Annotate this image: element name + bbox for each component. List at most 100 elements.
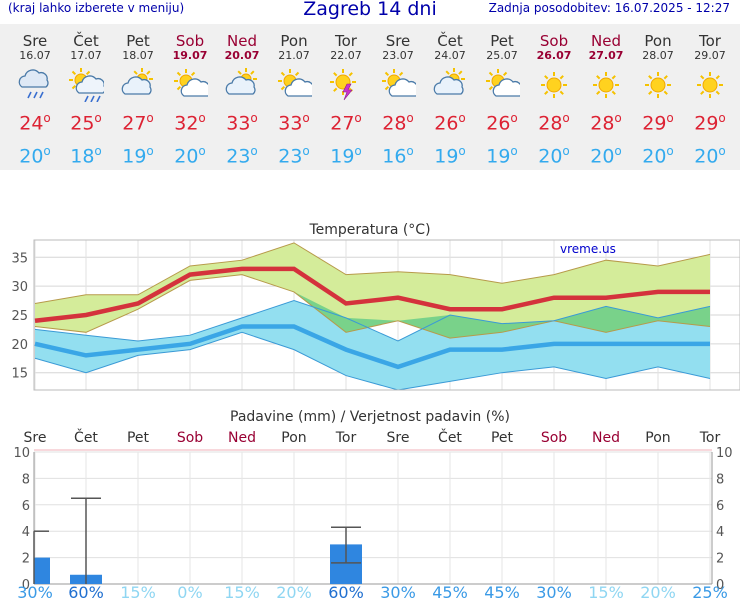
- precip-probability-label: 30%: [17, 583, 53, 600]
- min-temp: 19o: [330, 144, 362, 168]
- precip-probability-label: 20%: [276, 583, 312, 600]
- max-temp: 24o: [19, 111, 51, 135]
- location-hint[interactable]: (kraj lahko izberete v meniju): [8, 1, 185, 15]
- day-name: Sre: [22, 32, 48, 50]
- cloud-sun-icon: [224, 68, 260, 102]
- precip-probability-label: 45%: [484, 583, 520, 600]
- day-column: Sre 16.07 24o 20o: [9, 24, 61, 169]
- temp-tick-label: 15: [11, 367, 28, 382]
- min-temp: 23o: [226, 144, 258, 168]
- day-name: Ned: [591, 32, 621, 50]
- min-temp: 20o: [538, 144, 570, 168]
- day-date: 23.07: [382, 49, 414, 62]
- min-temp: 19o: [434, 144, 466, 168]
- precip-tick-label-right: 2: [716, 552, 724, 567]
- precip-day-label: Pet: [491, 430, 514, 446]
- day-date: 22.07: [330, 49, 362, 62]
- precip-probability-label: 30%: [380, 583, 416, 600]
- day-date: 29.07: [694, 49, 726, 62]
- sun-cloud-icon: [276, 68, 315, 102]
- page-header: (kraj lahko izberete v meniju) Zagreb 14…: [0, 0, 740, 22]
- day-name: Čet: [437, 32, 463, 50]
- max-temp: 28o: [590, 111, 622, 135]
- day-name: Tor: [335, 32, 357, 50]
- precip-probability-label: 45%: [432, 583, 468, 600]
- min-temp: 20o: [590, 144, 622, 168]
- day-column: Pon 28.07 29o 20o: [632, 24, 684, 169]
- day-column: Ned 20.07 33o 23o: [216, 24, 268, 169]
- temp-tick-label: 30: [11, 280, 28, 295]
- min-temp: 18o: [70, 144, 102, 168]
- range-edge: [34, 242, 711, 304]
- temp-plot-border: [33, 239, 740, 391]
- day-column: Ned 27.07 28o 20o: [580, 24, 632, 169]
- day-date: 24.07: [434, 49, 466, 62]
- day-column: Čet 24.07 26o 19o: [424, 24, 476, 169]
- precip-tick-label-left: 8: [22, 472, 30, 487]
- range-edge: [34, 331, 711, 391]
- day-name: Pet: [490, 32, 514, 50]
- day-date: 26.07: [536, 49, 572, 62]
- max-temp: 25o: [70, 111, 102, 135]
- day-name: Pon: [280, 32, 308, 50]
- sun-cloud-icon: [380, 68, 419, 102]
- precip-day-label: Pon: [645, 430, 670, 446]
- precip-chart-title: Padavine (mm) / Verjetnost padavin (%): [230, 409, 510, 425]
- min-temp: 16o: [382, 144, 414, 168]
- precip-probability-label: 15%: [588, 583, 624, 600]
- day-name: Pet: [126, 32, 150, 50]
- sun-cloud-icon: [484, 68, 523, 102]
- max-temp: 33o: [278, 111, 310, 135]
- precip-day-label: Ned: [228, 430, 256, 446]
- precip-tick-label-right: 6: [716, 499, 724, 514]
- precip-probability-label: 30%: [536, 583, 572, 600]
- precip-probability-label: 15%: [224, 583, 260, 600]
- precip-tick-label-left: 0: [22, 578, 30, 593]
- day-column: Sob 26.07 28o 20o: [528, 24, 580, 169]
- precip-probability-label: 15%: [120, 583, 156, 600]
- day-column: Pon 21.07 33o 23o: [268, 24, 320, 169]
- day-date: 25.07: [486, 49, 518, 62]
- precip-day-label: Čet: [74, 428, 98, 446]
- day-date: 27.07: [588, 49, 624, 62]
- day-name: Čet: [73, 32, 99, 50]
- day-date: 18.07: [122, 49, 154, 62]
- precip-day-label: Sre: [24, 430, 47, 446]
- max-temp: 27o: [330, 111, 362, 135]
- precip-probability-label: 25%: [692, 583, 728, 600]
- min-temp: 20o: [19, 144, 51, 168]
- min-temp: 19o: [486, 144, 518, 168]
- temp-tick-label: 35: [11, 251, 28, 266]
- min-temp: 20o: [694, 144, 726, 168]
- day-name: Sob: [175, 32, 205, 50]
- precip-tick-label-right: 8: [716, 472, 724, 487]
- min-temp: 23o: [278, 144, 310, 168]
- max-temp: 26o: [434, 111, 466, 135]
- precip-tick-label-right: 4: [716, 525, 724, 540]
- precip-day-label: Pon: [281, 430, 306, 446]
- precip-tick-label-left: 6: [22, 499, 30, 514]
- cloud-sun-icon: [432, 68, 468, 102]
- max-temp: 29o: [642, 111, 674, 135]
- min-temp: 20o: [174, 144, 206, 168]
- precip-day-label: Sre: [387, 430, 410, 446]
- precip-tick-label-right: 0: [716, 578, 724, 593]
- max-temp: 29o: [694, 111, 726, 135]
- precip-probability-label: 60%: [68, 583, 104, 600]
- day-date: 28.07: [642, 49, 674, 62]
- range-overlap-band: [35, 274, 710, 339]
- precip-day-label: Tor: [699, 430, 721, 446]
- max-temp: 28o: [382, 111, 414, 135]
- day-column: Pet 18.07 27o 19o: [112, 24, 164, 169]
- precip-bar: [34, 557, 50, 584]
- day-date: 19.07: [172, 49, 208, 62]
- temp-tick-label: 25: [11, 309, 28, 324]
- day-name: Ned: [227, 32, 257, 50]
- min-temp: 20o: [642, 144, 674, 168]
- day-date: 21.07: [278, 49, 310, 62]
- min-temp: 19o: [122, 144, 154, 168]
- watermark: vreme.us: [560, 242, 616, 256]
- precip-tick-label-left: 10: [13, 446, 30, 461]
- temp-tick-label: 20: [11, 338, 28, 353]
